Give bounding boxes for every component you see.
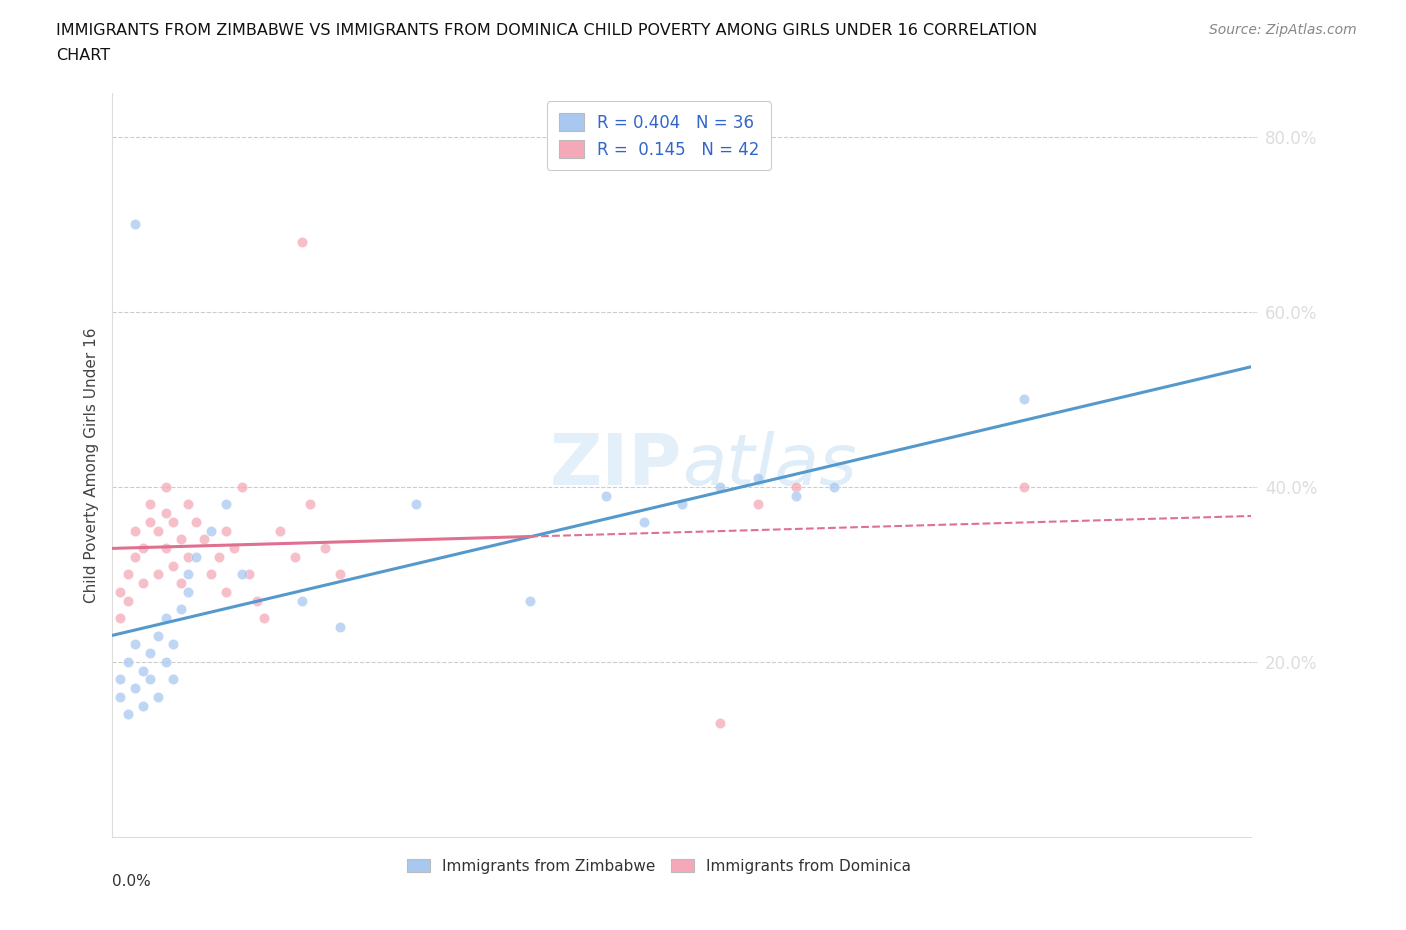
Point bbox=[519, 593, 541, 608]
Point bbox=[132, 540, 155, 555]
Point bbox=[146, 524, 169, 538]
Point bbox=[291, 593, 314, 608]
Point bbox=[155, 611, 177, 626]
Point bbox=[139, 672, 162, 687]
Point bbox=[200, 524, 222, 538]
Point bbox=[108, 689, 131, 704]
Point bbox=[108, 611, 131, 626]
Point bbox=[139, 497, 162, 512]
Point bbox=[139, 645, 162, 660]
Point bbox=[785, 488, 807, 503]
Point bbox=[155, 540, 177, 555]
Point bbox=[238, 567, 260, 582]
Point bbox=[162, 558, 184, 573]
Point bbox=[193, 532, 215, 547]
Text: ZIP: ZIP bbox=[550, 431, 682, 499]
Point bbox=[124, 217, 146, 232]
Point bbox=[108, 584, 131, 599]
Point bbox=[162, 672, 184, 687]
Point bbox=[785, 480, 807, 495]
Point bbox=[139, 514, 162, 529]
Point bbox=[231, 480, 253, 495]
Point bbox=[170, 602, 193, 617]
Point bbox=[246, 593, 269, 608]
Text: 0.0%: 0.0% bbox=[112, 874, 152, 889]
Point bbox=[269, 524, 291, 538]
Point bbox=[405, 497, 427, 512]
Point bbox=[155, 480, 177, 495]
Point bbox=[117, 655, 139, 670]
Point bbox=[215, 497, 238, 512]
Point bbox=[291, 234, 314, 249]
Point bbox=[124, 637, 146, 652]
Point bbox=[298, 497, 321, 512]
Point bbox=[747, 471, 769, 485]
Point bbox=[117, 567, 139, 582]
Point bbox=[170, 576, 193, 591]
Point bbox=[146, 629, 169, 644]
Point bbox=[170, 532, 193, 547]
Point bbox=[117, 707, 139, 722]
Point bbox=[215, 524, 238, 538]
Point bbox=[633, 514, 655, 529]
Point bbox=[162, 514, 184, 529]
Point bbox=[177, 497, 200, 512]
Point bbox=[671, 497, 693, 512]
Point bbox=[284, 550, 307, 565]
Point bbox=[200, 567, 222, 582]
Point bbox=[222, 540, 245, 555]
Point bbox=[231, 567, 253, 582]
Point bbox=[823, 480, 845, 495]
Point bbox=[177, 550, 200, 565]
Point bbox=[177, 584, 200, 599]
Point bbox=[1012, 480, 1035, 495]
Point bbox=[117, 593, 139, 608]
Point bbox=[155, 506, 177, 521]
Point bbox=[184, 550, 207, 565]
Point bbox=[146, 567, 169, 582]
Point bbox=[177, 567, 200, 582]
Point bbox=[253, 611, 276, 626]
Point bbox=[132, 698, 155, 713]
Text: CHART: CHART bbox=[56, 48, 110, 63]
Point bbox=[314, 540, 336, 555]
Point bbox=[747, 497, 769, 512]
Point bbox=[124, 681, 146, 696]
Point bbox=[184, 514, 207, 529]
Point bbox=[132, 663, 155, 678]
Point bbox=[329, 619, 352, 634]
Text: atlas: atlas bbox=[682, 431, 856, 499]
Y-axis label: Child Poverty Among Girls Under 16: Child Poverty Among Girls Under 16 bbox=[83, 327, 98, 603]
Point bbox=[132, 576, 155, 591]
Legend: Immigrants from Zimbabwe, Immigrants from Dominica: Immigrants from Zimbabwe, Immigrants fro… bbox=[399, 851, 918, 882]
Text: IMMIGRANTS FROM ZIMBABWE VS IMMIGRANTS FROM DOMINICA CHILD POVERTY AMONG GIRLS U: IMMIGRANTS FROM ZIMBABWE VS IMMIGRANTS F… bbox=[56, 23, 1038, 38]
Point bbox=[595, 488, 617, 503]
Point bbox=[146, 689, 169, 704]
Point bbox=[709, 716, 731, 731]
Point bbox=[1012, 392, 1035, 406]
Point bbox=[709, 480, 731, 495]
Point bbox=[124, 550, 146, 565]
Point bbox=[124, 524, 146, 538]
Point bbox=[155, 655, 177, 670]
Point bbox=[208, 550, 231, 565]
Point bbox=[162, 637, 184, 652]
Text: Source: ZipAtlas.com: Source: ZipAtlas.com bbox=[1209, 23, 1357, 37]
Point bbox=[329, 567, 352, 582]
Point bbox=[215, 584, 238, 599]
Point bbox=[108, 672, 131, 687]
